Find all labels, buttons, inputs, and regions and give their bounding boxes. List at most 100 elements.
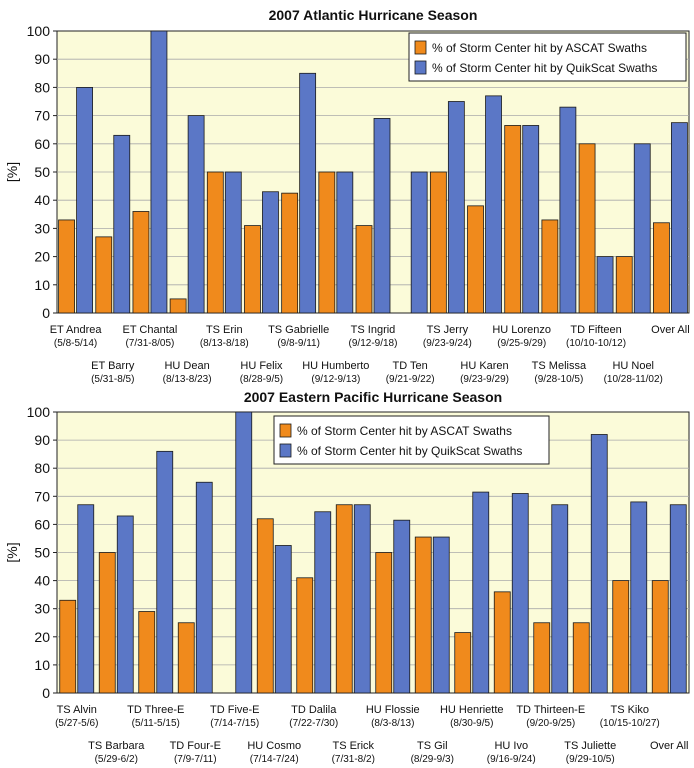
x-category-label: HU Flossie — [366, 704, 420, 716]
x-category-label: Over All — [650, 740, 689, 752]
x-category-dates: (5/27-5/6) — [55, 718, 98, 729]
y-tick-label: 90 — [34, 432, 50, 448]
ascat-bar — [177, 622, 195, 694]
quikscat-bar — [314, 511, 332, 694]
x-category-dates: (9/8-9/11) — [277, 338, 320, 349]
y-tick-label: 70 — [34, 488, 50, 504]
x-category-label: HU Felix — [240, 360, 283, 372]
y-tick-label: 50 — [34, 164, 50, 180]
y-tick-label: 10 — [34, 277, 50, 293]
ascat-bar — [653, 222, 670, 314]
x-category-label: TS Gil — [417, 740, 448, 752]
quikscat-bar — [432, 536, 450, 694]
y-tick-label: 100 — [27, 404, 51, 420]
y-tick-label: 10 — [34, 657, 50, 673]
quikscat-bar — [235, 411, 253, 694]
y-tick-label: 20 — [34, 249, 50, 265]
x-category-dates: (9/12-9/18) — [349, 338, 398, 349]
x-category-dates: (9/29-10/5) — [566, 754, 615, 765]
ascat-bar — [493, 591, 511, 694]
quikscat-bar — [336, 171, 354, 314]
x-category-dates: (8/13-8/23) — [163, 374, 212, 385]
x-category-label: ET Chantal — [123, 324, 178, 336]
x-category-label: TD Thirteen-E — [516, 704, 585, 716]
x-category-dates: (9/16-9/24) — [487, 754, 536, 765]
quikscat-bar — [596, 256, 614, 314]
ascat-bar — [467, 205, 484, 314]
quikscat-bar — [299, 72, 317, 314]
x-category-label: HU Noel — [612, 360, 654, 372]
quikscat-bar — [447, 101, 465, 314]
ascat-bar — [572, 622, 590, 694]
ascat-bar — [138, 611, 156, 694]
ascat-bar — [281, 192, 299, 314]
legend-box — [273, 415, 550, 465]
y-tick-label: 60 — [34, 136, 50, 152]
x-category-label: TD Fifteen — [570, 324, 621, 336]
quikscat-bar — [633, 143, 651, 314]
ascat-bar — [132, 211, 150, 314]
x-category-label: TS Melissa — [532, 360, 587, 372]
ascat-bar — [533, 622, 551, 694]
quikscat-bar — [195, 481, 213, 694]
ascat-bar — [651, 580, 669, 694]
x-category-dates: (10/15-10/27) — [600, 718, 660, 729]
ascat-bar — [296, 577, 314, 694]
ascat-bar — [414, 536, 432, 694]
x-category-dates: (9/23-9/29) — [460, 374, 509, 385]
ascat-bar — [95, 236, 113, 314]
x-category-label: TS Barbara — [88, 740, 145, 752]
ascat-bar — [256, 518, 274, 694]
legend-swatch-quikscat — [414, 60, 427, 75]
x-category-dates: (9/21-9/22) — [386, 374, 435, 385]
x-category-dates: (9/28-10/5) — [534, 374, 583, 385]
y-tick-label: 0 — [42, 685, 50, 701]
legend-label-ascat: % of Storm Center hit by ASCAT Swaths — [297, 424, 512, 438]
legend-swatch-quikscat — [279, 443, 292, 458]
chart-title: 2007 Atlantic Hurricane Season — [269, 7, 478, 23]
x-category-dates: (5/29-6/2) — [95, 754, 138, 765]
ascat-bar — [206, 171, 224, 314]
quikscat-bar — [187, 115, 205, 314]
y-tick-label: 80 — [34, 460, 50, 476]
ascat-bar — [169, 298, 187, 314]
x-category-label: TS Gabrielle — [268, 324, 329, 336]
y-tick-label: 80 — [34, 79, 50, 95]
ascat-bar — [59, 599, 77, 694]
x-category-label: TD Five-E — [210, 704, 260, 716]
x-category-dates: (10/10-10/12) — [566, 338, 626, 349]
quikscat-bar — [671, 122, 688, 314]
x-category-label: HU Henriette — [440, 704, 504, 716]
x-category-label: TS Ingrid — [351, 324, 396, 336]
y-axis-label: [%] — [4, 542, 20, 562]
x-category-dates: (7/22-7/30) — [289, 718, 338, 729]
x-category-dates: (7/9-7/11) — [174, 754, 217, 765]
quikscat-bar — [393, 519, 411, 694]
x-category-label: Over All — [651, 324, 690, 336]
ascat-bar — [98, 552, 116, 694]
quikscat-bar — [77, 504, 95, 694]
x-category-dates: (7/14-7/15) — [210, 718, 259, 729]
quikscat-bar — [262, 191, 279, 314]
ascat-bar — [612, 580, 630, 694]
ascat-bar — [429, 171, 447, 314]
y-tick-label: 90 — [34, 51, 50, 67]
ascat-bar — [318, 171, 336, 314]
quikscat-bar — [472, 491, 490, 694]
atlantic-chart: 2007 Atlantic Hurricane Season 0 10 20 30 40 5… — [4, 7, 690, 385]
x-category-label: HU Dean — [164, 360, 209, 372]
x-category-label: TD Ten — [393, 360, 428, 372]
x-category-label: ET Andrea — [50, 324, 103, 336]
x-category-dates: (5/31-8/5) — [91, 374, 134, 385]
x-category-label: HU Lorenzo — [492, 324, 551, 336]
ascat-bar — [58, 219, 75, 314]
quikscat-bar — [150, 30, 168, 314]
x-category-dates: (7/31-8/05) — [125, 338, 174, 349]
legend-label-ascat: % of Storm Center hit by ASCAT Swaths — [432, 41, 647, 55]
x-category-label: TS Alvin — [57, 704, 97, 716]
quikscat-bar — [373, 118, 391, 314]
x-category-dates: (7/31-8/2) — [332, 754, 375, 765]
x-category-dates: (8/3-8/13) — [371, 718, 414, 729]
x-category-dates: (8/13-8/18) — [200, 338, 249, 349]
x-category-label: TS Juliette — [564, 740, 616, 752]
